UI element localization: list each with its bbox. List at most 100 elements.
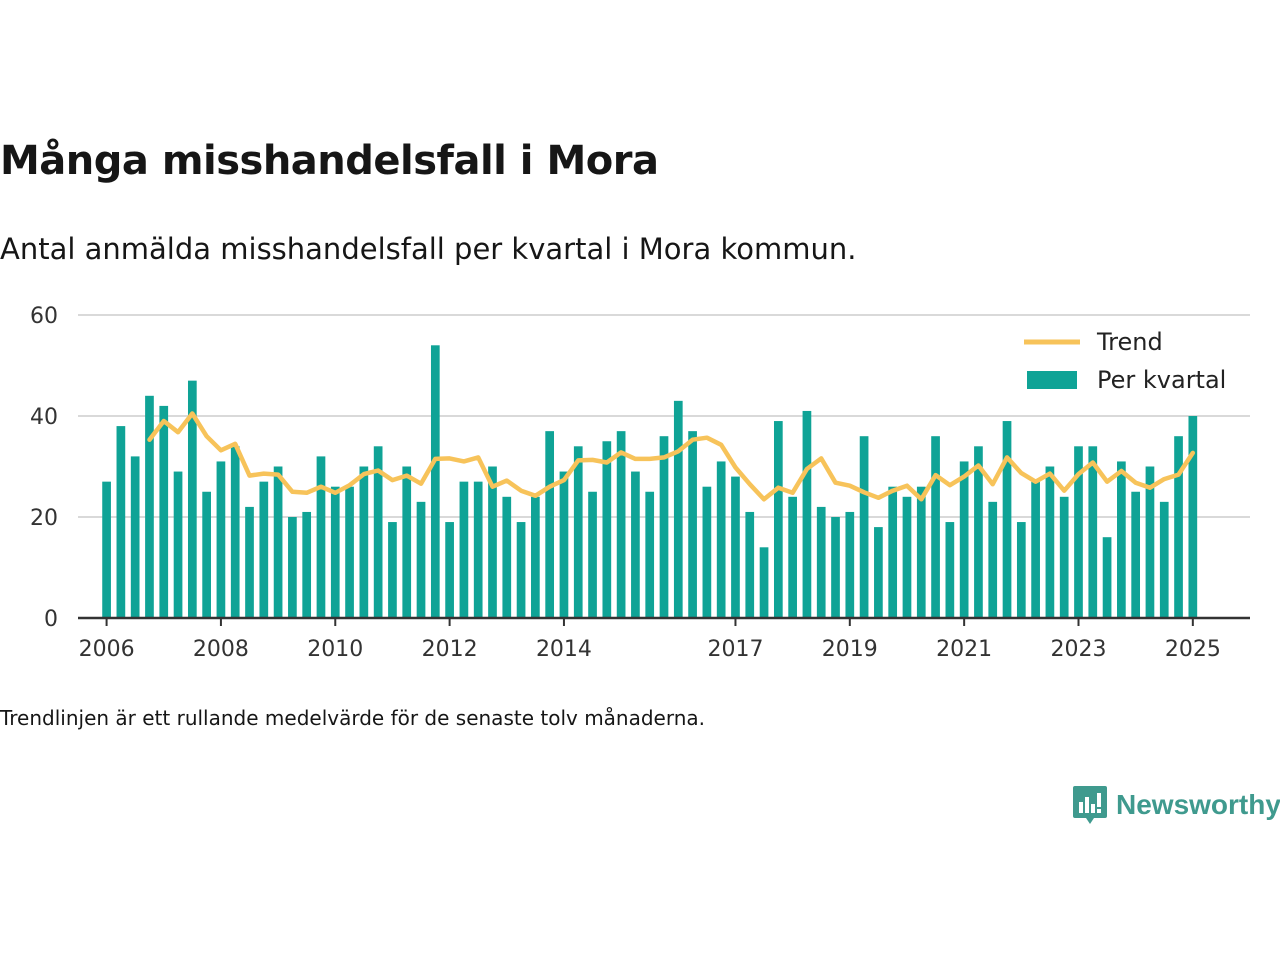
bar xyxy=(802,410,812,618)
bar xyxy=(916,486,926,618)
bar xyxy=(130,456,140,618)
bar xyxy=(145,395,154,618)
brand: Newsworthy xyxy=(1072,784,1280,826)
footnote: Trendlinjen är ett rullande medelvärde f… xyxy=(0,706,706,730)
newsworthy-logo-icon xyxy=(1073,786,1107,824)
bar xyxy=(1074,446,1083,618)
bar xyxy=(445,522,454,618)
x-tick-label: 2006 xyxy=(79,637,135,662)
bar xyxy=(773,421,783,618)
bar xyxy=(402,466,412,618)
bar xyxy=(316,456,326,618)
bar xyxy=(788,496,797,618)
bar xyxy=(602,441,612,618)
bar xyxy=(1145,466,1155,618)
bar xyxy=(1045,466,1055,618)
y-tick-label: 20 xyxy=(30,506,58,531)
y-axis-ticks: 0 20 40 60 xyxy=(30,304,58,632)
x-tick-label: 2010 xyxy=(307,637,363,662)
chart-subtitle: Antal anmälda misshandelsfall per kvarta… xyxy=(0,232,857,266)
legend-bar-label: Per kvartal xyxy=(1097,366,1226,394)
bar xyxy=(616,431,626,618)
legend: Trend Per kvartal xyxy=(1024,328,1226,394)
bar xyxy=(1016,522,1026,618)
trend-line xyxy=(147,411,1196,502)
bar xyxy=(1188,416,1198,618)
bar xyxy=(116,426,126,618)
bar xyxy=(588,491,597,618)
legend-bar-swatch xyxy=(1027,371,1077,389)
bar xyxy=(759,547,769,618)
bar xyxy=(245,506,254,618)
brand-name: Newsworthy xyxy=(1116,789,1280,820)
bar xyxy=(702,486,712,618)
bar xyxy=(345,486,354,618)
bar xyxy=(831,517,840,618)
bar xyxy=(988,501,998,618)
bar xyxy=(888,486,898,618)
bar-series xyxy=(102,345,1198,618)
bar xyxy=(745,511,755,618)
bar xyxy=(502,496,512,618)
x-tick-label: 2017 xyxy=(707,637,763,662)
bar xyxy=(302,511,312,618)
bar xyxy=(259,481,269,618)
x-tick-label: 2012 xyxy=(422,637,478,662)
bar xyxy=(430,345,440,618)
bar xyxy=(1002,421,1012,618)
bar xyxy=(359,466,369,618)
bar xyxy=(488,466,497,618)
x-tick-label: 2008 xyxy=(193,637,249,662)
bar xyxy=(816,506,826,618)
bar xyxy=(373,446,383,618)
bar xyxy=(673,400,683,618)
x-tick-label: 2019 xyxy=(822,637,878,662)
bar xyxy=(473,481,483,618)
y-tick-label: 60 xyxy=(30,304,58,329)
bar xyxy=(1174,436,1183,618)
bar xyxy=(230,446,240,618)
bar xyxy=(573,446,583,618)
bar xyxy=(216,461,226,618)
bar xyxy=(1117,461,1126,618)
bar xyxy=(716,461,726,618)
bar xyxy=(974,446,983,618)
bar xyxy=(845,511,855,618)
bar xyxy=(1059,496,1069,618)
x-tick-label: 2014 xyxy=(536,637,592,662)
bar xyxy=(1088,446,1098,618)
bar xyxy=(516,522,526,618)
bar xyxy=(659,436,669,618)
legend-trend-label: Trend xyxy=(1096,328,1163,356)
bar xyxy=(202,491,211,618)
bar xyxy=(102,481,111,618)
trend-series xyxy=(147,411,1196,502)
bar xyxy=(416,501,426,618)
bar xyxy=(559,471,569,618)
bar xyxy=(859,436,869,618)
bar xyxy=(273,466,283,618)
bar xyxy=(288,517,297,618)
y-tick-label: 40 xyxy=(30,405,58,430)
bar xyxy=(731,476,740,618)
bar xyxy=(1159,501,1169,618)
x-tick-label: 2023 xyxy=(1050,637,1106,662)
bar xyxy=(159,405,169,618)
bar xyxy=(187,380,197,618)
bar xyxy=(1031,481,1040,618)
x-tick-label: 2025 xyxy=(1165,637,1221,662)
bar xyxy=(874,527,883,618)
bar xyxy=(959,461,969,618)
bar xyxy=(945,522,955,618)
bar xyxy=(173,471,183,618)
bar xyxy=(531,496,540,618)
bar xyxy=(688,431,697,618)
bar xyxy=(330,486,340,618)
chart: 0 20 40 60 2006 2008 2010 2012 2014 2017 2019 2021… xyxy=(30,304,1250,662)
bar xyxy=(902,496,912,618)
bar xyxy=(931,436,940,618)
bar xyxy=(388,522,397,618)
y-tick-label: 0 xyxy=(44,607,58,632)
bar xyxy=(545,431,555,618)
bar xyxy=(1131,491,1141,618)
